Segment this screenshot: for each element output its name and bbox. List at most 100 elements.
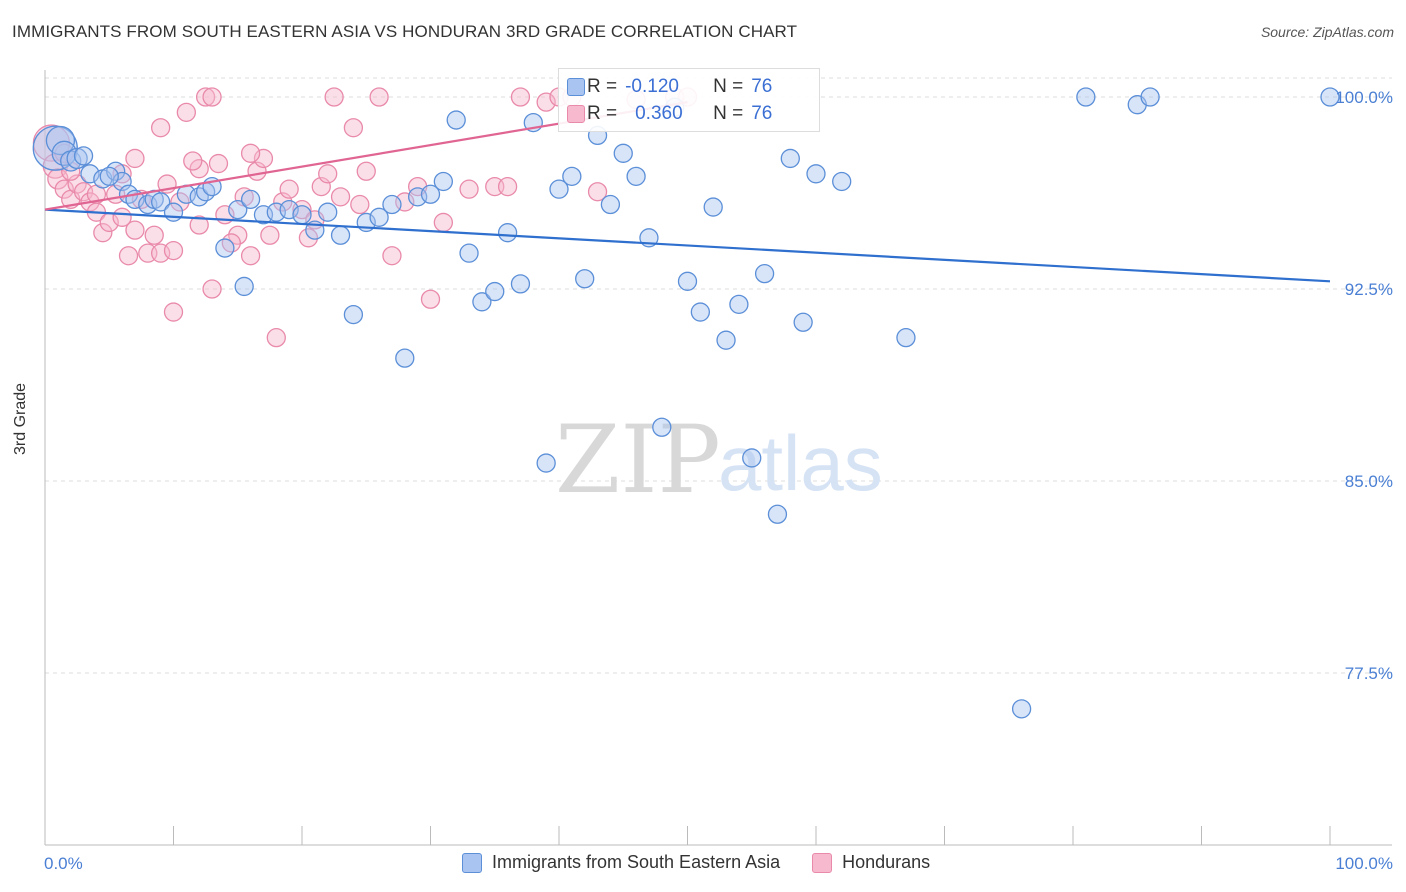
watermark-atlas: atlas (718, 419, 883, 507)
sea-point (73, 146, 94, 166)
honduran-point (47, 168, 69, 190)
legend-label-hon: Hondurans (842, 852, 931, 872)
honduran-point (183, 151, 203, 171)
sea-point (1140, 87, 1160, 107)
honduran-point (318, 164, 338, 184)
sea-point (189, 187, 209, 207)
honduran-point (163, 302, 184, 322)
honduran-point (208, 153, 229, 174)
sea-point (228, 199, 248, 220)
honduran-point (228, 225, 248, 245)
sea-point (562, 166, 582, 187)
honduran-point (510, 87, 531, 107)
sea-point (652, 417, 672, 437)
honduran-point (195, 87, 216, 107)
legend-item-hon[interactable]: Hondurans (812, 852, 930, 873)
sea-point (832, 171, 852, 192)
sea-point (754, 263, 775, 284)
honduran-point (382, 246, 402, 266)
legend-swatch-hon (812, 852, 833, 873)
honduran-point (125, 220, 145, 240)
honduran-point (324, 87, 344, 107)
sea-point (292, 205, 312, 225)
honduran-point (343, 118, 364, 138)
sea-point (780, 148, 800, 169)
honduran-point (433, 212, 454, 233)
honduran-point (420, 289, 441, 309)
stats-r-value-sea: -0.120 (625, 76, 679, 97)
sea-point (729, 294, 749, 315)
stats-n-label-sea: N = (713, 76, 744, 97)
sea-point (382, 194, 402, 215)
stats-swatch-hon (567, 105, 585, 123)
legend-item-sea[interactable]: Immigrants from South Eastern Asia (462, 852, 780, 873)
honduran-point (369, 87, 389, 107)
sea-point (234, 276, 254, 297)
honduran-point (350, 194, 370, 215)
trend-line-sea (44, 208, 1331, 283)
sea-point (446, 110, 466, 130)
stats-r-value-hon: 0.360 (635, 103, 683, 124)
sea-point (742, 448, 762, 468)
honduran-point (118, 246, 139, 266)
axes (44, 70, 1392, 846)
stats-row-hon: R = 0.360 N = 76 (567, 101, 773, 127)
legend-swatch-sea (462, 852, 482, 873)
honduran-point (144, 225, 164, 245)
sea-point (106, 161, 126, 181)
series-sea-points (32, 87, 1340, 719)
y-tick-label: 92.5% (1345, 280, 1393, 299)
honduran-point (356, 161, 376, 181)
x-tick-label: 0.0% (44, 854, 83, 873)
honduran-point (189, 159, 209, 179)
sea-point (896, 327, 916, 348)
chart-title: IMMIGRANTS FROM SOUTH EASTERN ASIA VS HO… (12, 22, 798, 41)
stats-r-label-sea: R = (587, 76, 618, 97)
stats-box: R = -0.120 N = 76 R = 0.360 N = 76 (558, 68, 820, 132)
sea-point (626, 166, 646, 187)
honduran-point (266, 327, 286, 348)
y-tick-label: 77.5% (1345, 664, 1393, 683)
sea-point (318, 202, 338, 222)
honduran-point (240, 246, 261, 266)
honduran-point (125, 148, 145, 169)
honduran-point (240, 143, 261, 163)
honduran-point (497, 176, 518, 197)
sea-point (1320, 87, 1340, 107)
sea-point (163, 202, 184, 222)
sea-point (806, 164, 826, 184)
honduran-point (170, 192, 190, 212)
sea-point (485, 281, 505, 302)
sea-point (343, 304, 364, 325)
sea-point (66, 147, 88, 170)
sea-point (703, 197, 723, 217)
honduran-point (587, 182, 608, 202)
sea-point (240, 189, 261, 210)
sea-point (793, 312, 813, 332)
sea-point (99, 166, 119, 187)
sea-point (767, 504, 788, 524)
watermark-zip: ZIP (555, 406, 721, 515)
sea-point (330, 225, 351, 245)
chart-source: Source: ZipAtlas.com (1260, 24, 1394, 40)
sea-point (690, 302, 710, 322)
sea-point (536, 453, 556, 473)
sea-point (369, 207, 389, 227)
sea-point (395, 348, 415, 368)
honduran-point (202, 87, 222, 107)
watermark: ZIP atlas (555, 406, 883, 515)
tick-labels: 100.0% 92.5% 85.0% 77.5% 0.0% 100.0% (44, 88, 1393, 873)
honduran-point (459, 179, 479, 199)
sea-point (150, 192, 171, 212)
stats-r-label-hon: R = (587, 103, 618, 124)
honduran-point (330, 187, 351, 207)
honduran-point (189, 215, 209, 235)
sea-point (215, 238, 235, 258)
honduran-point (93, 223, 113, 243)
sea-point (497, 223, 518, 243)
sea-point (575, 269, 595, 289)
stats-n-value-sea: 76 (751, 76, 773, 97)
stats-n-value-hon: 76 (751, 103, 773, 124)
sea-point (549, 179, 569, 199)
sea-point (459, 243, 479, 263)
